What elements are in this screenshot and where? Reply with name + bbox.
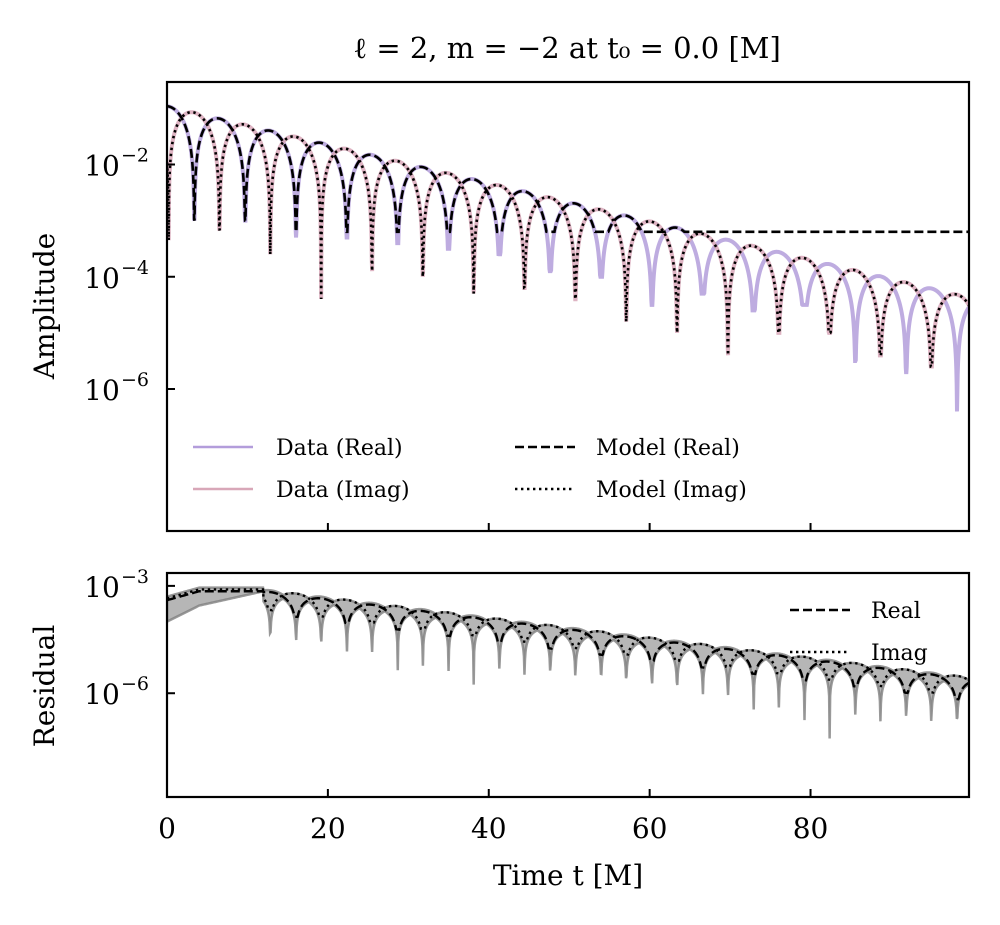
amplitude-y-label: Amplitude [28,233,61,380]
residual-panel: 10 −310 −6 0 20 40 60 80 Residual Time t [M] R… [28,566,971,892]
amplitude-y-tick-exponent: −6 [121,369,149,391]
data-real-line [167,104,969,412]
amplitude-y-tick-label: 10 [84,374,120,407]
x-tick-label: 80 [793,812,829,845]
amplitude-y-tick-label: 10 [84,150,120,183]
amplitude-y-tick-exponent: −4 [121,257,149,279]
residual-y-tick-exponent: −3 [121,566,149,588]
amplitude-y-tick-label: 10 [84,262,120,295]
x-tick-label: 40 [471,812,507,845]
x-tick-label: 0 [158,812,176,845]
legend-data-imag-label: Data (Imag) [276,478,410,503]
x-tick-label: 20 [310,812,346,845]
amplitude-legend: Data (Real) Data (Imag) Model (Real) Mod… [193,436,747,503]
legend-model-real-label: Model (Real) [596,436,740,461]
model-real-line [167,104,969,234]
residual-y-tick-exponent: −6 [121,673,149,695]
residual-legend: Real Imag [790,599,928,666]
legend-data-real-label: Data (Real) [276,436,403,461]
legend-residual-real-label: Real [871,599,921,624]
residual-real-line [167,590,969,701]
chart-title: ℓ = 2, m = −2 at t₀ = 0.0 [M] [353,31,781,65]
x-axis-label: Time t [M] [493,859,643,892]
residual-y-tick-label: 10 [84,571,120,604]
residual-axes-frame [165,571,971,799]
amplitude-y-tick-exponent: −2 [121,145,149,167]
residual-y-tick-label: 10 [84,678,120,711]
amplitude-panel: 10−210−410−6 Amplitude Data (Real) Data … [28,80,971,533]
amplitude-axes-frame [165,80,971,533]
residual-y-label: Residual [28,625,61,748]
legend-residual-imag-label: Imag [871,641,928,666]
x-tick-label: 60 [632,812,668,845]
model-imag-line [167,110,969,368]
legend-model-imag-label: Model (Imag) [596,478,747,503]
